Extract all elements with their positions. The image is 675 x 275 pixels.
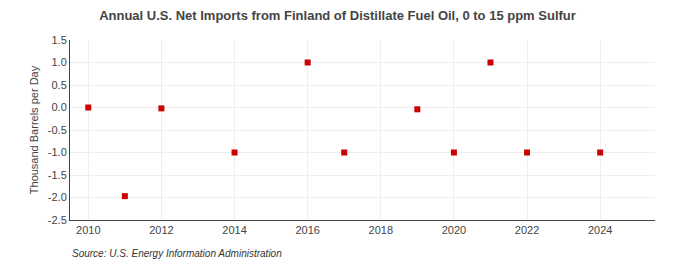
svg-text:2016: 2016 <box>295 224 319 236</box>
svg-text:-2.0: -2.0 <box>48 191 67 203</box>
svg-text:1.0: 1.0 <box>52 56 67 68</box>
svg-text:Thousand Barrels per Day: Thousand Barrels per Day <box>28 65 40 194</box>
svg-text:Annual U.S. Net Imports from F: Annual U.S. Net Imports from Finland of … <box>99 8 576 23</box>
svg-text:0.0: 0.0 <box>52 101 67 113</box>
svg-text:-1.0: -1.0 <box>48 146 67 158</box>
svg-text:-1.5: -1.5 <box>48 169 67 181</box>
svg-text:Source: U.S. Energy Informatio: Source: U.S. Energy Information Administ… <box>72 248 282 259</box>
svg-text:0.5: 0.5 <box>52 79 67 91</box>
svg-text:2024: 2024 <box>588 224 612 236</box>
svg-text:2020: 2020 <box>442 224 466 236</box>
svg-text:-2.5: -2.5 <box>48 214 67 226</box>
svg-text:2010: 2010 <box>76 224 100 236</box>
svg-text:2022: 2022 <box>515 224 539 236</box>
svg-text:2014: 2014 <box>222 224 246 236</box>
svg-text:2018: 2018 <box>369 224 393 236</box>
svg-text:1.5: 1.5 <box>52 34 67 46</box>
svg-text:2012: 2012 <box>149 224 173 236</box>
svg-text:-0.5: -0.5 <box>48 124 67 136</box>
